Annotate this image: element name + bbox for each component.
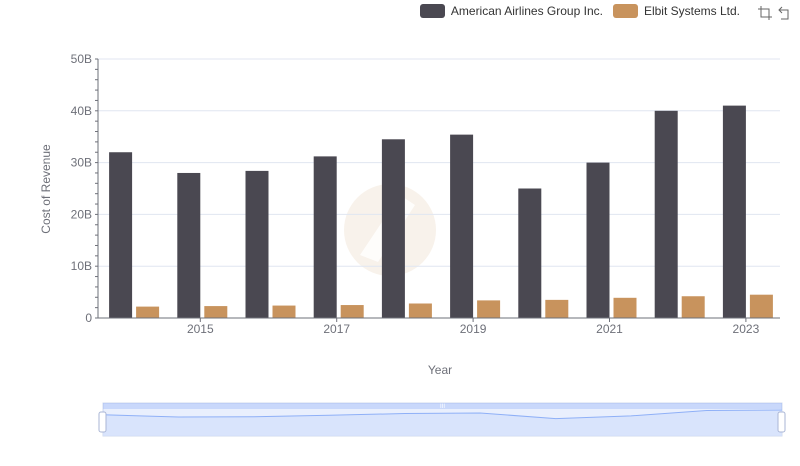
bar-american-airlines[interactable] xyxy=(313,156,337,318)
zoom-select-icon[interactable] xyxy=(758,6,772,20)
bar-american-airlines[interactable] xyxy=(245,170,269,318)
zoom-handle-left[interactable] xyxy=(98,411,107,433)
zoom-slider-move-bar[interactable] xyxy=(103,403,782,409)
legend-swatch-american-airlines xyxy=(419,4,445,18)
bar-american-airlines[interactable] xyxy=(586,162,610,318)
zoom-preview-line xyxy=(102,409,783,420)
toolbox xyxy=(758,6,792,20)
y-tick-label: 50B xyxy=(71,52,92,66)
bar-elbit-systems[interactable] xyxy=(613,297,637,318)
bar-american-airlines[interactable] xyxy=(177,172,201,318)
bar-elbit-systems[interactable] xyxy=(749,294,773,318)
bar-elbit-systems[interactable] xyxy=(340,305,364,318)
bar-american-airlines[interactable] xyxy=(518,188,542,319)
legend-item-american-airlines[interactable]: American Airlines Group Inc. xyxy=(419,4,603,18)
x-tick-label: 2015 xyxy=(187,322,214,336)
legend-item-elbit-systems[interactable]: Elbit Systems Ltd. xyxy=(612,4,740,18)
y-tick-label: 10B xyxy=(71,259,92,273)
bar-elbit-systems[interactable] xyxy=(545,299,569,318)
bar-american-airlines[interactable] xyxy=(654,110,678,318)
bar-elbit-systems[interactable] xyxy=(408,303,432,318)
y-tick-label: 30B xyxy=(71,156,92,170)
y-tick-label: 40B xyxy=(71,104,92,118)
bar-american-airlines[interactable] xyxy=(381,139,405,318)
legend-swatch-elbit-systems xyxy=(612,4,638,18)
legend-label-american-airlines: American Airlines Group Inc. xyxy=(450,4,603,18)
bar-american-airlines[interactable] xyxy=(109,152,133,318)
x-tick-label: 2019 xyxy=(460,322,487,336)
zoom-move-handle-label: III xyxy=(440,404,445,410)
bar-elbit-systems[interactable] xyxy=(204,306,228,318)
x-tick-label: 2017 xyxy=(323,322,350,336)
bar-american-airlines[interactable] xyxy=(450,134,474,318)
bar-elbit-systems[interactable] xyxy=(272,305,296,318)
x-tick-label: 2023 xyxy=(733,322,760,336)
x-tick-label: 2021 xyxy=(596,322,623,336)
x-axis-title: Year xyxy=(427,363,453,377)
bar-elbit-systems[interactable] xyxy=(136,306,160,318)
legend: American Airlines Group Inc. Elbit Syste… xyxy=(419,4,740,18)
zoom-reset-icon[interactable] xyxy=(778,6,792,20)
bar-elbit-systems[interactable] xyxy=(477,300,501,318)
y-axis-title: Cost of Revenue xyxy=(39,144,53,234)
y-tick-label: 20B xyxy=(71,207,92,221)
bar-american-airlines[interactable] xyxy=(722,105,746,319)
bar-elbit-systems[interactable] xyxy=(681,296,705,318)
zoom-handle-right[interactable] xyxy=(777,411,786,433)
legend-label-elbit-systems: Elbit Systems Ltd. xyxy=(643,4,740,18)
y-tick-label: 0 xyxy=(85,311,92,325)
